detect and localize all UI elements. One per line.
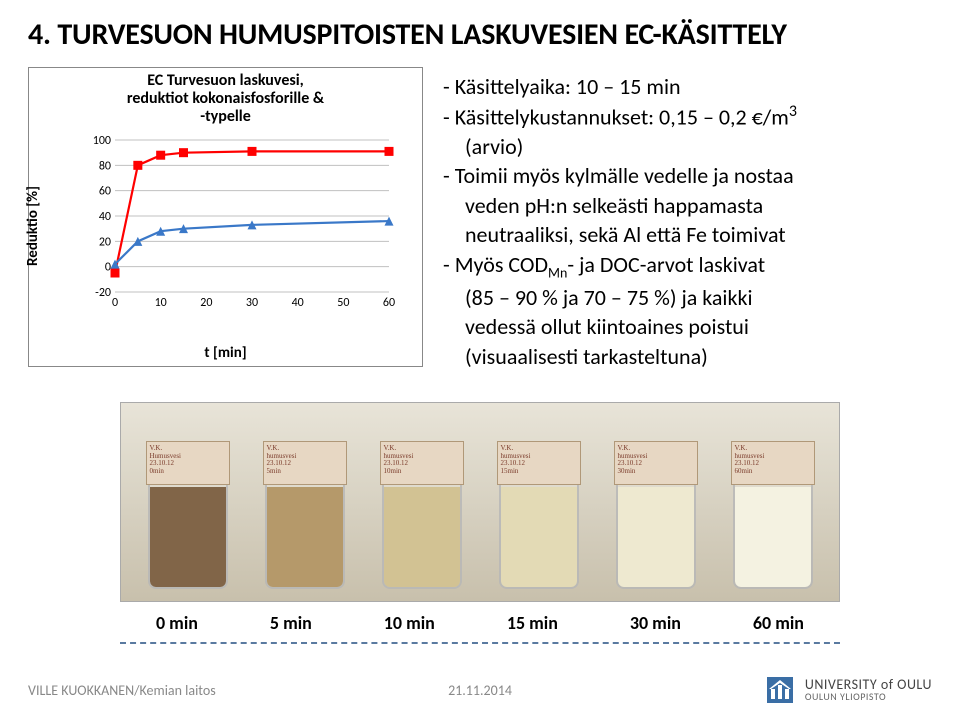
university-logo: UNIVERSITY of OULU OULUN YLIOPISTO [765, 675, 932, 705]
svg-text:60: 60 [383, 296, 395, 310]
footer: VILLE KUOKKANEN/Kemian laitos 21.11.2014… [0, 672, 960, 716]
svg-text:0: 0 [105, 260, 111, 274]
bullet-4a: - Myös COD [443, 251, 548, 278]
beaker-label: 5 min [270, 612, 312, 634]
beaker: V.K.humusvesi23.10.1260min [725, 439, 821, 589]
svg-text:40: 40 [99, 210, 111, 224]
beaker: V.K.humusvesi23.10.1230min [608, 439, 704, 589]
beaker-label: 60 min [753, 612, 804, 634]
logo-icon [765, 675, 795, 705]
svg-text:20: 20 [99, 235, 111, 249]
bullet-4d: vedessä ollut kiintoaines poistui [443, 313, 932, 341]
chart-title-l3: -typelle [200, 107, 251, 126]
svg-text:10: 10 [155, 296, 167, 310]
svg-text:30: 30 [246, 296, 258, 310]
beaker-label: 0 min [156, 612, 198, 634]
footer-author: VILLE KUOKKANEN/Kemian laitos [28, 682, 216, 699]
chart-panel: EC Turvesuon laskuvesi, reduktiot kokona… [28, 67, 423, 367]
bullet-3c: neutraaliksi, sekä Al että Fe toimivat [443, 221, 932, 249]
footer-date: 21.11.2014 [448, 682, 512, 699]
chart-xlabel: t [min] [204, 344, 246, 362]
bullet-1: - Käsittelyaika: 10 – 15 min [443, 73, 932, 101]
bullet-4-sub: Mn [548, 264, 567, 281]
svg-text:0: 0 [112, 296, 118, 310]
beaker-photo: V.K.Humusvesi23.10.120min V.K.humusvesi2… [120, 402, 840, 602]
chart-title-l2: reduktiot kokonaisfosforille & [127, 89, 324, 108]
bullet-2b: (arvio) [443, 133, 932, 161]
chart-title: EC Turvesuon laskuvesi, reduktiot kokona… [29, 68, 422, 127]
bullet-4e: (visuaalisesti tarkasteltuna) [443, 343, 932, 371]
content-row: EC Turvesuon laskuvesi, reduktiot kokona… [28, 67, 932, 373]
chart-title-l1: EC Turvesuon laskuvesi, [147, 71, 304, 90]
beaker-label: 10 min [384, 612, 435, 634]
beaker: V.K.Humusvesi23.10.120min [140, 439, 236, 589]
bullet-3b: veden pH:n selkeästi happamasta [443, 192, 932, 220]
bullet-2a: - Käsittelykustannukset: 0,15 – 0,2 €/m [443, 103, 789, 130]
chart-svg: -200204060801000102030405060 [87, 134, 397, 316]
slide: 4. TURVESUON HUMUSPITOISTEN LASKUVESIEN … [0, 0, 960, 716]
beaker: V.K.humusvesi23.10.1210min [374, 439, 470, 589]
svg-text:20: 20 [200, 296, 212, 310]
beaker-labels: 0 min 5 min 10 min 15 min 30 min 60 min [120, 612, 840, 634]
svg-text:50: 50 [337, 296, 349, 310]
svg-text:100: 100 [93, 134, 111, 148]
beaker-label: 30 min [630, 612, 681, 634]
svg-text:60: 60 [99, 184, 111, 198]
slide-title: 4. TURVESUON HUMUSPITOISTEN LASKUVESIEN … [28, 18, 932, 53]
bullet-4c: (85 – 90 % ja 70 – 75 %) ja kaikki [443, 284, 932, 312]
logo-text: UNIVERSITY of OULU OULUN YLIOPISTO [805, 678, 932, 702]
svg-text:-20: -20 [95, 286, 111, 300]
bullet-4b: - ja DOC-arvot laskivat [567, 251, 765, 278]
bullet-4: - Myös CODMn- ja DOC-arvot laskivat [443, 251, 932, 282]
beaker-label: 15 min [507, 612, 558, 634]
bullet-list: - Käsittelyaika: 10 – 15 min - Käsittely… [443, 67, 932, 373]
bullet-2: - Käsittelykustannukset: 0,15 – 0,2 €/m3 [443, 102, 932, 131]
label-dash-line [120, 642, 840, 644]
bullet-3a: - Toimii myös kylmälle vedelle ja nostaa [443, 162, 932, 190]
logo-text-l2: OULUN YLIOPISTO [805, 692, 932, 702]
chart-ylabel: Reduktio [%] [24, 186, 42, 266]
beaker: V.K.humusvesi23.10.1215min [491, 439, 587, 589]
beaker: V.K.humusvesi23.10.125min [257, 439, 353, 589]
svg-text:80: 80 [99, 159, 111, 173]
bullet-2-sup: 3 [789, 102, 797, 121]
svg-text:40: 40 [292, 296, 304, 310]
